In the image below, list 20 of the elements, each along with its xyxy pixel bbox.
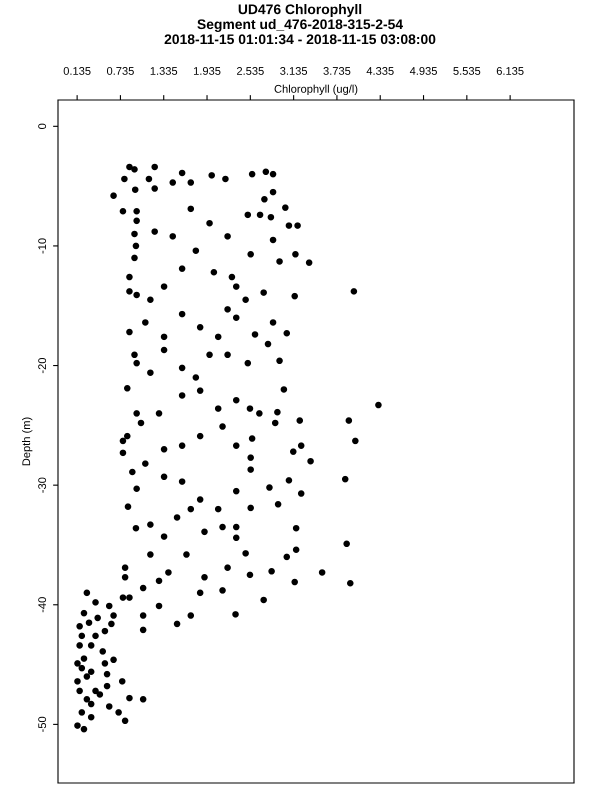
x-tick-label: 0.135: [64, 67, 91, 75]
x-tick-label: 4.335: [366, 67, 394, 75]
x-tick-label: 1.335: [150, 67, 178, 75]
x-tick-label: 4.935: [410, 67, 437, 75]
y-tick-label: -20: [38, 358, 46, 374]
y-axis-title: Depth (m): [22, 417, 32, 466]
y-tick-label: -40: [38, 597, 46, 612]
chart-title: UD476 Chlorophyll Segment ud_476-2018-315-2-54 2018-11-15 01:01:34 - 2018-11-15 03:08:00: [164, 4, 436, 44]
y-tick-label: -50: [38, 716, 46, 732]
x-tick-label: 6.135: [496, 67, 524, 75]
x-tick-label: 3.735: [323, 67, 350, 75]
x-axis-title: Chlorophyll (ug/l): [274, 84, 358, 95]
y-tick-label: 0: [38, 124, 46, 129]
x-tick-label: 2.535: [236, 67, 264, 75]
x-tick-label: 0.735: [106, 67, 134, 75]
x-tick-label: 5.535: [453, 67, 480, 75]
y-tick-label: -10: [38, 238, 46, 254]
y-tick-label: -30: [38, 478, 46, 493]
x-tick-label: 1.935: [194, 67, 220, 75]
x-tick-label: 3.135: [280, 67, 308, 75]
